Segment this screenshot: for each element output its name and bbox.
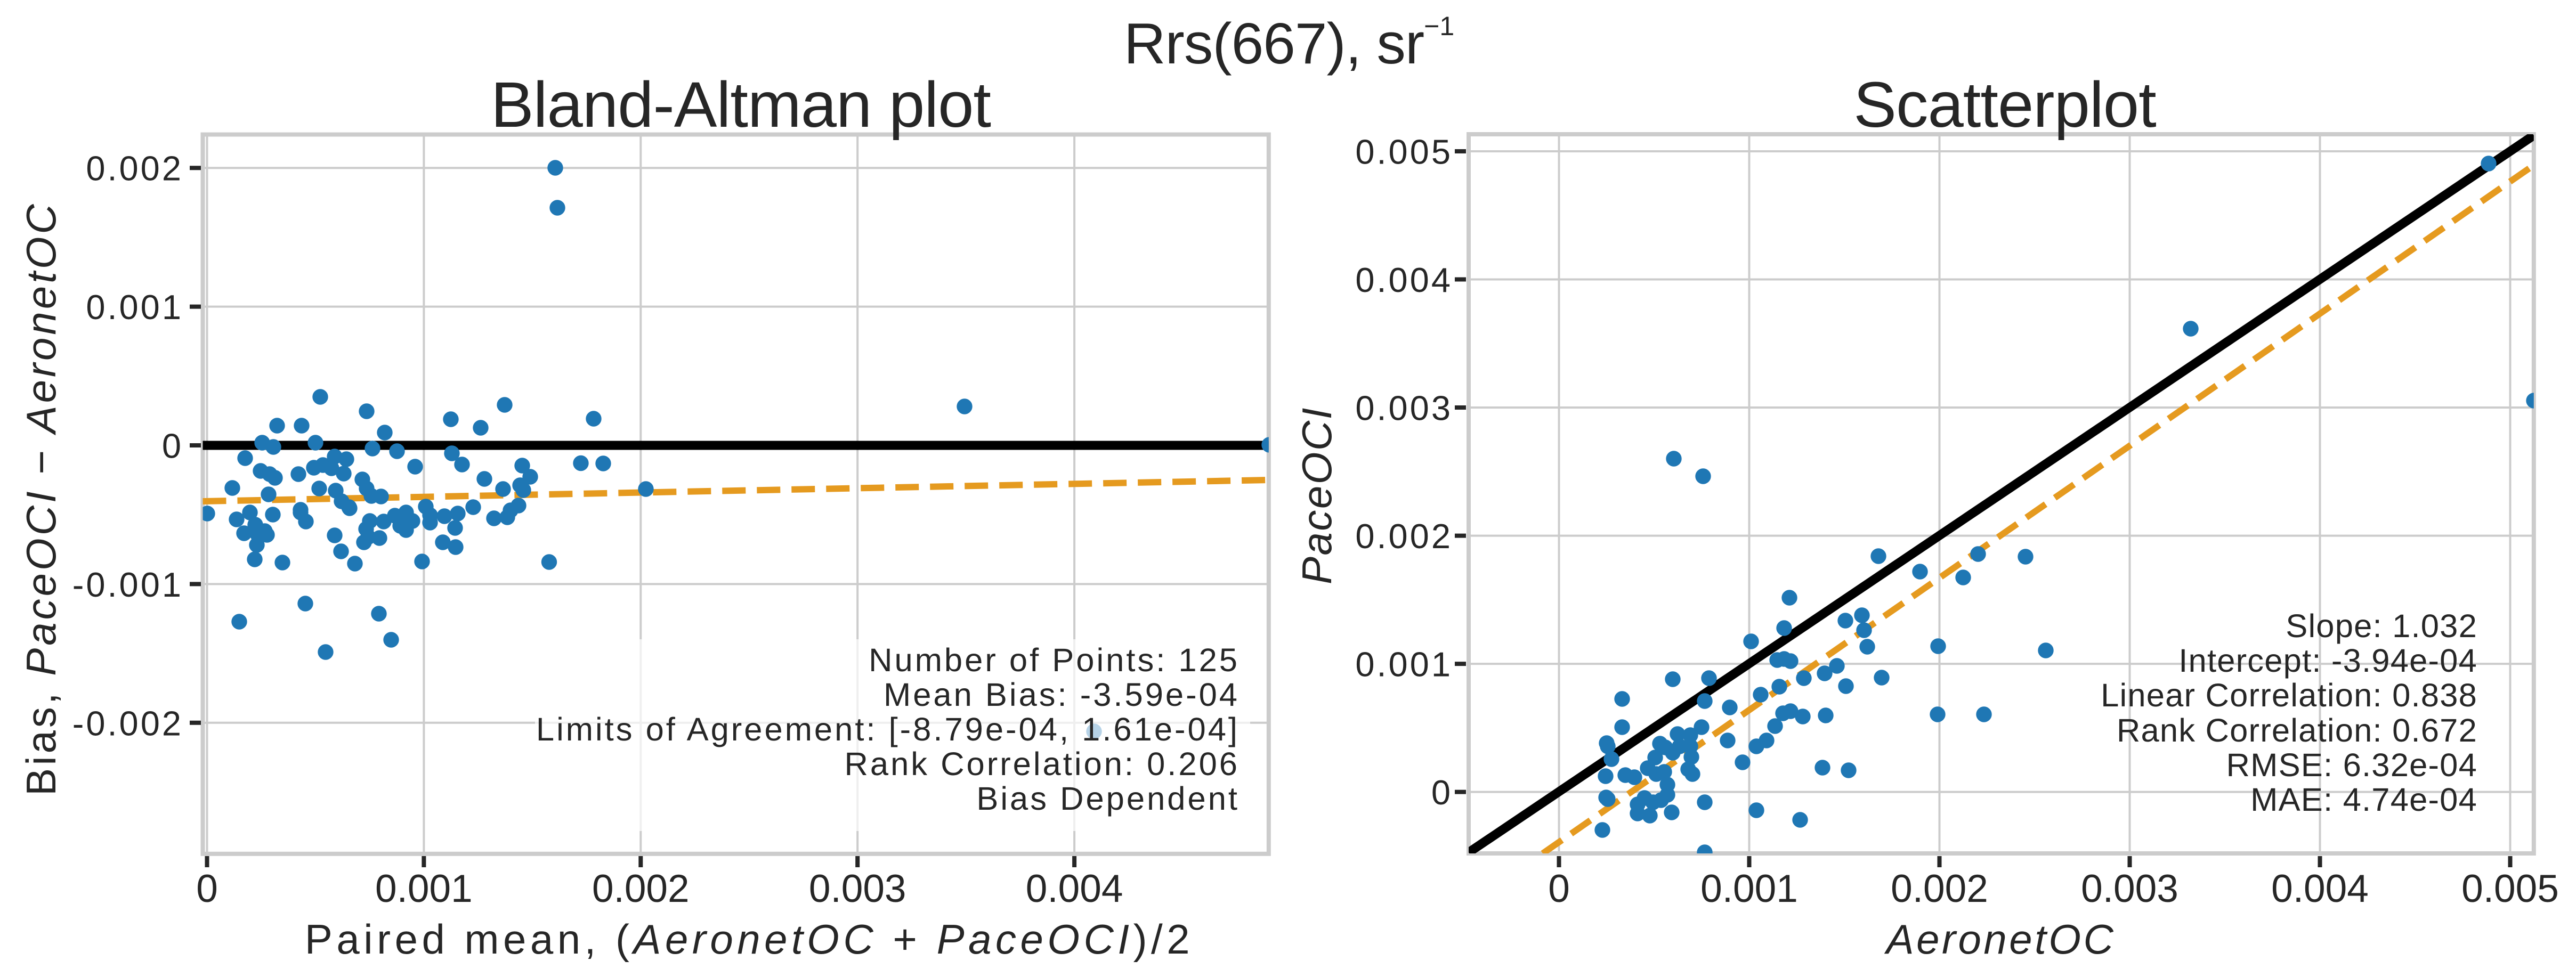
svg-text:-0.002: -0.002 [72, 704, 183, 743]
svg-text:Number of Points: 125: Number of Points: 125 [869, 642, 1240, 679]
svg-text:RMSE: 6.32e-04: RMSE: 6.32e-04 [2226, 747, 2477, 784]
svg-text:Bias Dependent: Bias Dependent [976, 780, 1240, 817]
svg-text:Mean Bias: -3.59e-04: Mean Bias: -3.59e-04 [884, 677, 1240, 713]
svg-text:Intercept: -3.94e-04: Intercept: -3.94e-04 [2178, 642, 2477, 679]
svg-text:0.001: 0.001 [1700, 867, 1798, 910]
svg-text:Bias, PaceOCI − AeronetOC: Bias, PaceOCI − AeronetOC [18, 201, 64, 796]
svg-text:0: 0 [162, 427, 183, 466]
svg-text:PaceOCI: PaceOCI [1293, 406, 1340, 584]
svg-text:Paired mean, (AeronetOC + Pace: Paired mean, (AeronetOC + PaceOCI)/2 [305, 916, 1194, 963]
svg-text:-0.001: -0.001 [72, 565, 183, 604]
svg-text:0: 0 [1548, 867, 1570, 910]
svg-text:Bland-Altman plot: Bland-Altman plot [491, 68, 991, 141]
svg-text:Slope: 1.032: Slope: 1.032 [2286, 608, 2477, 645]
svg-text:0: 0 [1431, 773, 1453, 812]
svg-text:0.004: 0.004 [2271, 867, 2369, 910]
svg-text:0.005: 0.005 [1355, 133, 1453, 172]
svg-text:0.003: 0.003 [2081, 867, 2178, 910]
svg-text:0.002: 0.002 [1891, 867, 1988, 910]
svg-text:0.004: 0.004 [1355, 260, 1453, 299]
svg-text:0.002: 0.002 [592, 867, 690, 910]
svg-text:Rank Correlation: 0.672: Rank Correlation: 0.672 [2117, 712, 2477, 749]
svg-text:Rrs(667), sr−1: Rrs(667), sr−1 [1124, 11, 1454, 76]
svg-text:0.001: 0.001 [375, 867, 473, 910]
svg-text:AeronetOC: AeronetOC [1884, 916, 2116, 963]
svg-text:0.002: 0.002 [86, 149, 183, 188]
svg-text:0.001: 0.001 [86, 288, 183, 327]
svg-text:Limits of Agreement: [-8.79e-0: Limits of Agreement: [-8.79e-04, 1.61e-0… [536, 711, 1240, 748]
svg-text:0.001: 0.001 [1355, 645, 1453, 684]
svg-text:MAE: 4.74e-04: MAE: 4.74e-04 [2250, 781, 2477, 818]
svg-text:0.003: 0.003 [809, 867, 906, 910]
svg-text:Scatterplot: Scatterplot [1853, 68, 2156, 141]
svg-text:Rank Correlation: 0.206: Rank Correlation: 0.206 [844, 746, 1240, 783]
svg-text:0.003: 0.003 [1355, 389, 1453, 428]
svg-text:0: 0 [196, 867, 218, 910]
svg-text:0.002: 0.002 [1355, 517, 1453, 556]
svg-text:Linear Correlation: 0.838: Linear Correlation: 0.838 [2101, 677, 2477, 714]
svg-text:0.004: 0.004 [1026, 867, 1123, 910]
svg-text:0.005: 0.005 [2461, 867, 2559, 910]
